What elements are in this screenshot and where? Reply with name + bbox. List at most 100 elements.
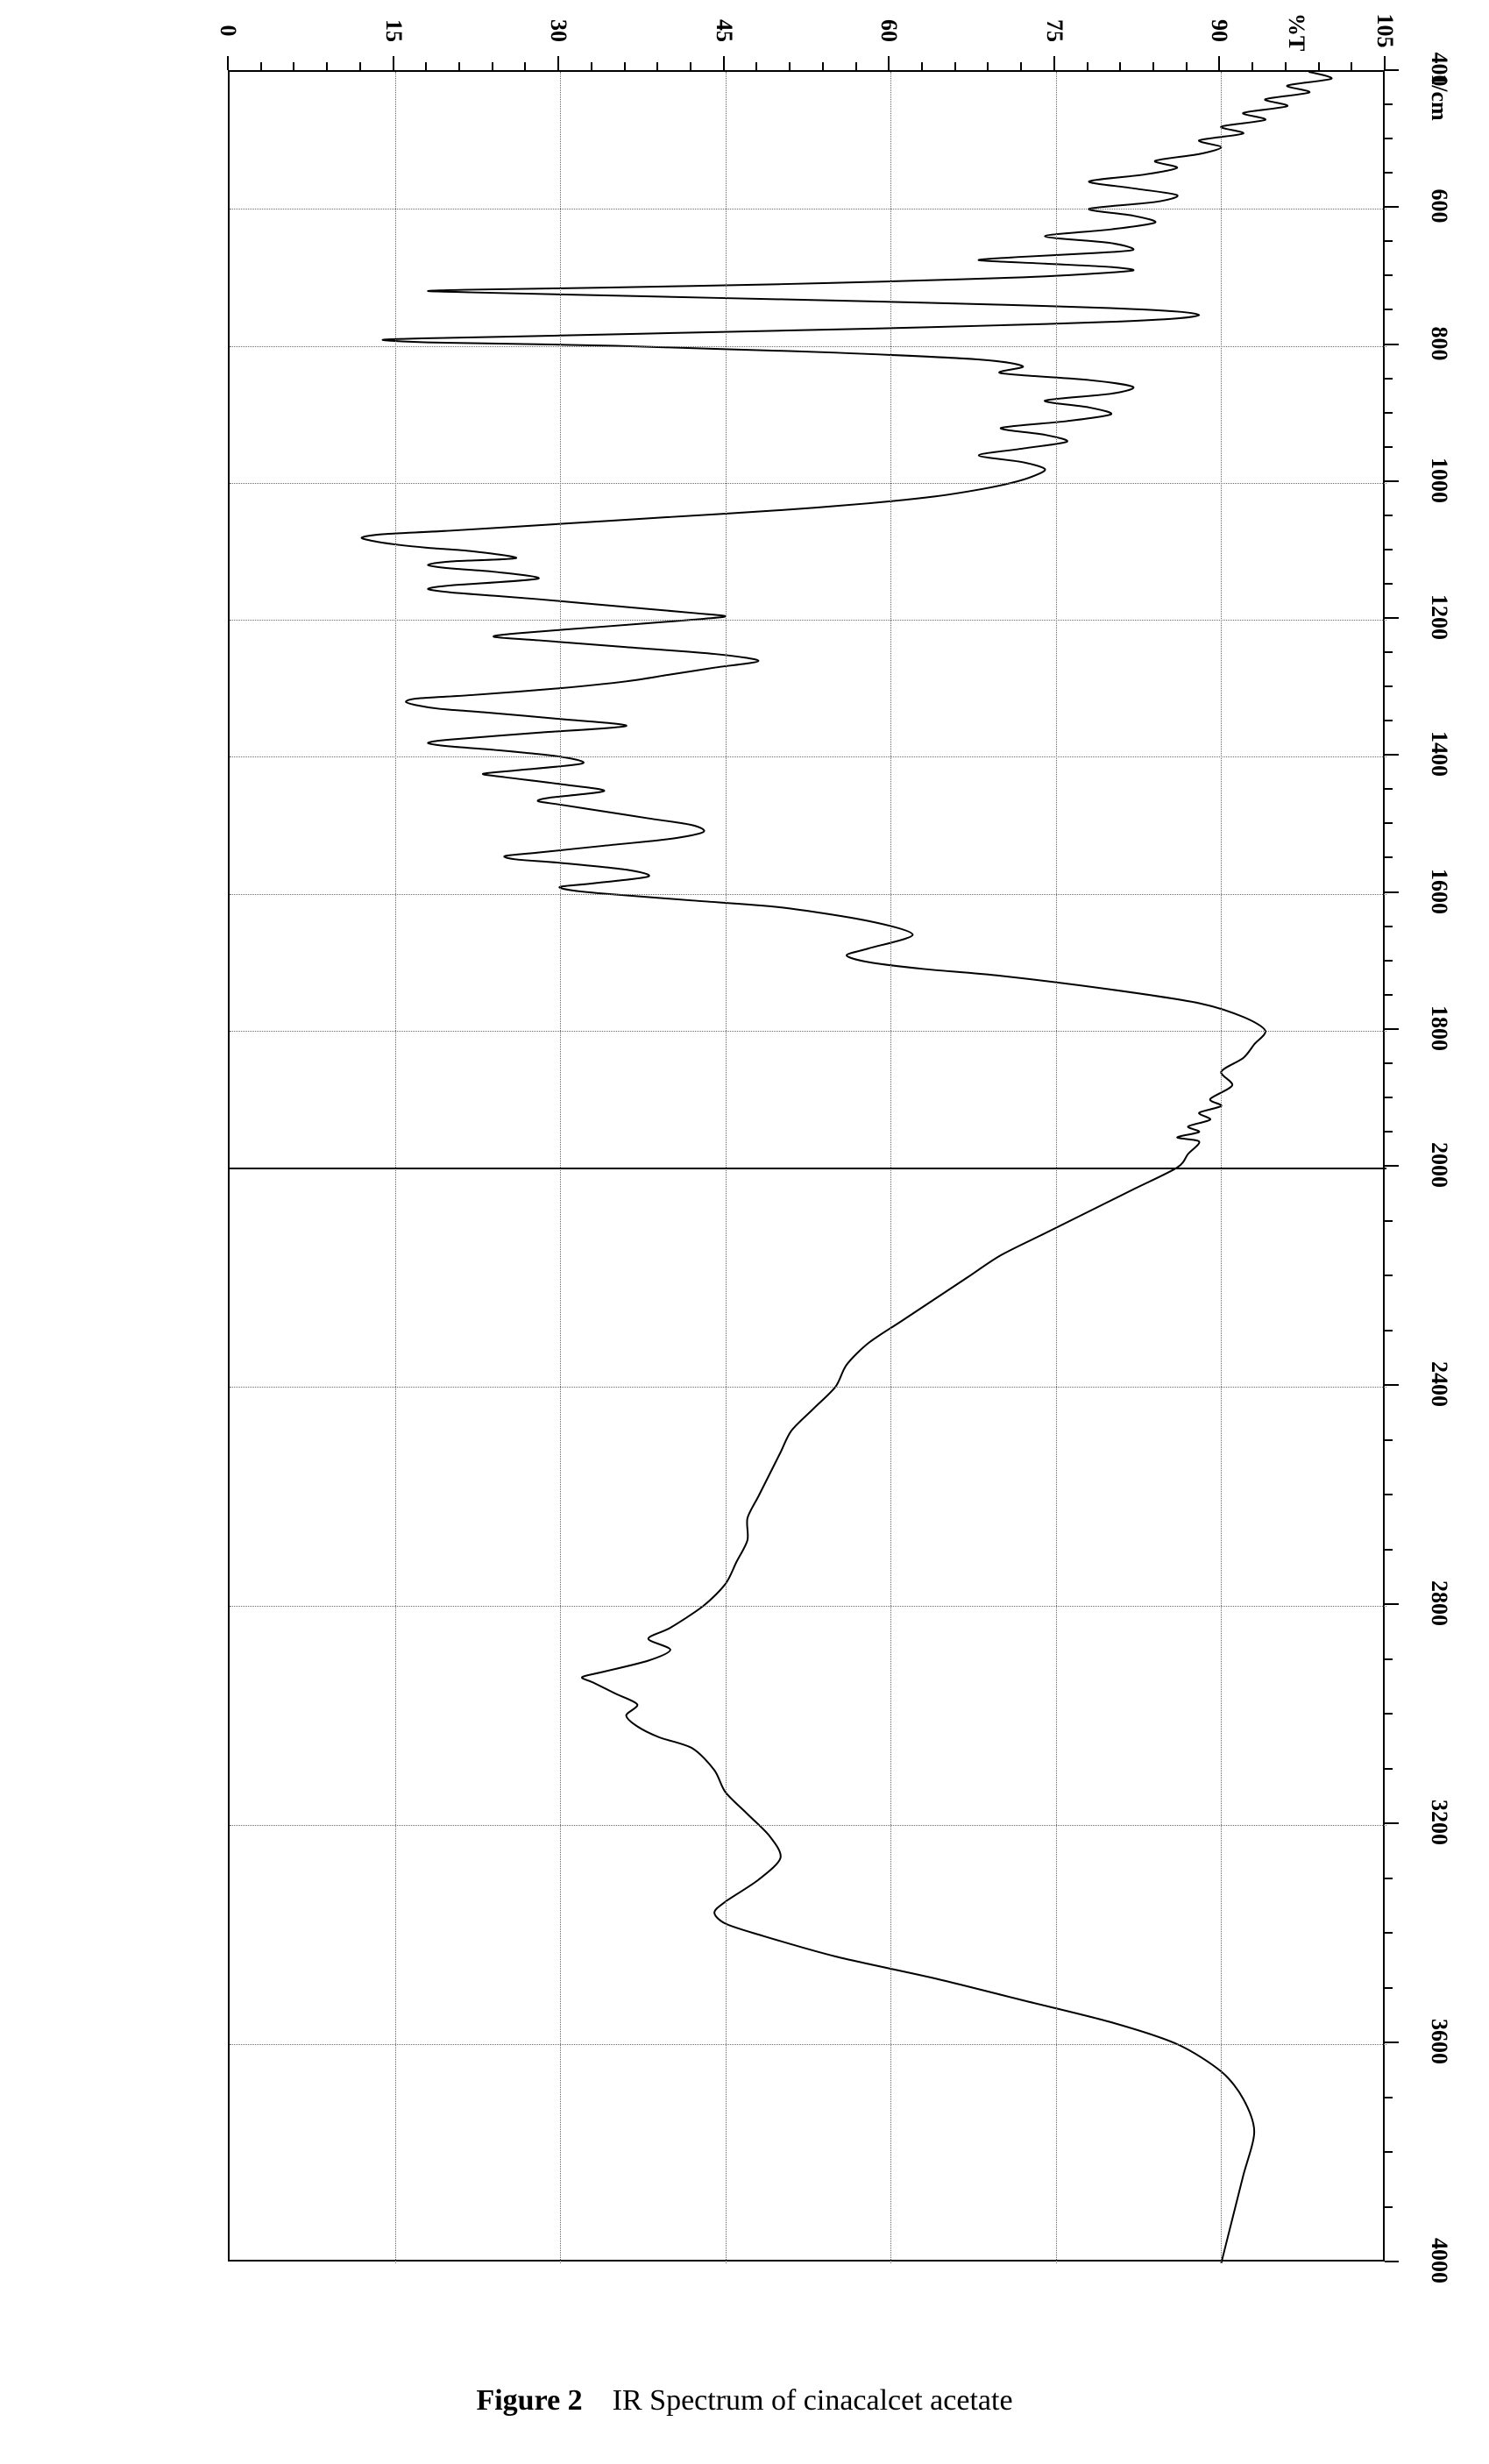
axis-label-pctT: %T <box>1285 13 1308 48</box>
tick-cm-minor <box>1385 1768 1393 1770</box>
tick-label-pctT: 105 <box>1373 13 1396 48</box>
tick-cm-minor <box>1385 1878 1393 1879</box>
tick-cm-minor <box>1385 583 1393 585</box>
tick-cm-minor <box>1385 274 1393 276</box>
tick-pctT-minor <box>1152 62 1154 70</box>
tick-label-pctT: 60 <box>877 13 900 48</box>
tick-cm-minor <box>1385 1494 1393 1495</box>
tick-cm-minor <box>1385 2206 1393 2208</box>
tick-cm-minor <box>1385 446 1393 448</box>
tick-pctT-minor <box>690 62 691 70</box>
tick-cm-minor <box>1385 788 1393 790</box>
tick-cm-minor <box>1385 1932 1393 1934</box>
tick-label-cm: 1000 <box>1428 454 1450 507</box>
tick-pctT-minor <box>1251 62 1253 70</box>
tick-label-pctT: 75 <box>1043 13 1066 48</box>
tick-label-cm: 3200 <box>1428 1796 1450 1849</box>
tick-cm-major <box>1385 754 1399 756</box>
tick-pctT-minor <box>1351 62 1352 70</box>
tick-cm-major <box>1385 1028 1399 1030</box>
tick-cm-major <box>1385 1384 1399 1386</box>
tick-pctT-minor <box>458 62 460 70</box>
tick-label-cm: 3600 <box>1428 2015 1450 2068</box>
tick-cm-major <box>1385 617 1399 619</box>
tick-pctT-major <box>557 56 559 70</box>
tick-cm-minor <box>1385 1062 1393 1064</box>
tick-cm-minor <box>1385 1658 1393 1660</box>
tick-label-cm: 800 <box>1428 317 1450 370</box>
tick-cm-major <box>1385 2261 1399 2262</box>
tick-pctT-minor <box>425 62 427 70</box>
tick-label-cm: 4000 <box>1428 2234 1450 2287</box>
gridline-x <box>230 620 1386 621</box>
tick-pctT-minor <box>656 62 658 70</box>
tick-label-cm: 1800 <box>1428 1002 1450 1054</box>
tick-pctT-minor <box>1087 62 1088 70</box>
gridline-x <box>230 2044 1386 2045</box>
tick-cm-major <box>1385 206 1399 208</box>
tick-cm-minor <box>1385 1713 1393 1715</box>
tick-cm-minor <box>1385 1220 1393 1222</box>
tick-label-pctT: 15 <box>382 13 405 48</box>
tick-pctT-minor <box>822 62 824 70</box>
gridline-x <box>230 1031 1386 1032</box>
tick-label-cm: 600 <box>1428 180 1450 232</box>
tick-cm-minor <box>1385 926 1393 927</box>
tick-label-pctT: 0 <box>216 13 239 48</box>
tick-pctT-major <box>1218 56 1220 70</box>
tick-cm-minor <box>1385 2097 1393 2098</box>
tick-pctT-minor <box>260 62 262 70</box>
tick-pctT-minor <box>1186 62 1188 70</box>
tick-cm-major <box>1385 1822 1399 1824</box>
tick-cm-minor <box>1385 685 1393 687</box>
tick-cm-major <box>1385 891 1399 893</box>
tick-pctT-major <box>723 56 725 70</box>
tick-pctT-minor <box>624 62 626 70</box>
tick-cm-minor <box>1385 412 1393 414</box>
tick-cm-major <box>1385 1603 1399 1605</box>
tick-label-pctT: 30 <box>547 13 570 48</box>
tick-pctT-minor <box>492 62 493 70</box>
tick-pctT-major <box>888 56 890 70</box>
tick-label-cm: 1600 <box>1428 865 1450 918</box>
tick-label-cm: 1400 <box>1428 728 1450 780</box>
tick-pctT-major <box>393 56 394 70</box>
gridline-x <box>230 1387 1386 1388</box>
tick-pctT-minor <box>789 62 791 70</box>
tick-pctT-minor <box>855 62 857 70</box>
tick-label-cm: 2400 <box>1428 1358 1450 1410</box>
figure-caption: Figure 2 IR Spectrum of cinacalcet aceta… <box>0 2384 1489 2418</box>
tick-pctT-minor <box>921 62 923 70</box>
tick-pctT-minor <box>755 62 757 70</box>
gridline-x <box>230 1825 1386 1826</box>
axis-label-cm: 1/cm <box>1428 71 1450 124</box>
tick-pctT-major <box>1384 56 1386 70</box>
tick-pctT-minor <box>359 62 361 70</box>
tick-cm-minor <box>1385 1275 1393 1276</box>
gridline-x <box>230 1606 1386 1607</box>
tick-pctT-minor <box>1285 62 1287 70</box>
tick-pctT-minor <box>326 62 328 70</box>
gridline-x <box>230 756 1386 757</box>
tick-pctT-minor <box>1020 62 1022 70</box>
tick-cm-minor <box>1385 240 1393 242</box>
tick-label-cm: 2000 <box>1428 1139 1450 1191</box>
tick-label-pctT: 45 <box>713 13 735 48</box>
tick-cm-major <box>1385 69 1399 71</box>
tick-label-cm: 1200 <box>1428 591 1450 643</box>
tick-cm-minor <box>1385 1549 1393 1551</box>
tick-cm-minor <box>1385 960 1393 962</box>
tick-cm-minor <box>1385 822 1393 824</box>
tick-cm-minor <box>1385 856 1393 858</box>
tick-cm-major <box>1385 344 1399 345</box>
tick-cm-minor <box>1385 720 1393 721</box>
tick-cm-minor <box>1385 378 1393 380</box>
tick-pctT-minor <box>1318 62 1320 70</box>
caption-prefix: Figure 2 <box>476 2384 582 2417</box>
tick-cm-minor <box>1385 994 1393 996</box>
tick-cm-minor <box>1385 1439 1393 1441</box>
tick-pctT-minor <box>954 62 956 70</box>
tick-cm-minor <box>1385 138 1393 139</box>
tick-cm-major <box>1385 2041 1399 2043</box>
tick-cm-minor <box>1385 1131 1393 1133</box>
